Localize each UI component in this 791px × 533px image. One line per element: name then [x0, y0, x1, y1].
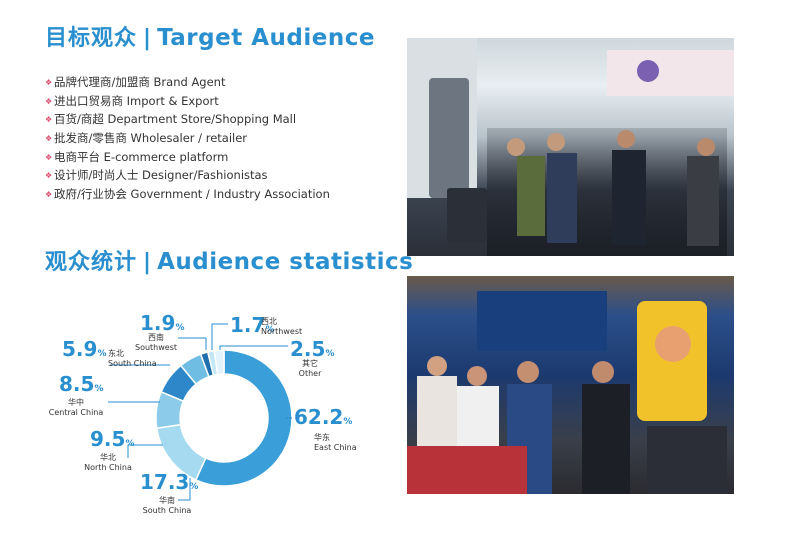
slice-label-en: North China: [84, 463, 132, 472]
heading-separator: |: [143, 26, 152, 51]
bullet-icon: ❖: [45, 152, 53, 162]
slice-value-label: 9.5%: [90, 427, 134, 451]
slice-value-label: 1.9%: [140, 311, 184, 335]
list-item: ❖ 批发商/零售商 Wholesaler / retailer: [45, 129, 330, 148]
slice-label-zh: 华东: [314, 432, 330, 442]
leader-line: [219, 345, 288, 350]
exhibition-photo-crowd: [407, 276, 734, 494]
heading-separator: |: [143, 250, 152, 275]
donut-slice-other: [213, 349, 225, 376]
list-item: ❖ 品牌代理商/加盟商 Brand Agent: [45, 73, 330, 92]
list-item: ❖ 进出口贸易商 Import & Export: [45, 92, 330, 111]
leader-line: [211, 323, 228, 350]
slice-label-zh: 华南: [159, 495, 175, 505]
target-audience-title-en: Target Audience: [157, 25, 375, 51]
slice-label-en: Central China: [49, 408, 104, 417]
slice-value-label: 8.5%: [59, 372, 103, 396]
list-item: ❖ 设计师/时尚人士 Designer/Fashionistas: [45, 166, 330, 185]
leader-line: [178, 478, 191, 501]
slice-value-label: 62.2%: [294, 405, 352, 429]
list-item: ❖ 政府/行业协会 Government / Industry Associati…: [45, 185, 330, 204]
slice-value-label: 1.7%: [230, 313, 274, 337]
bullet-icon: ❖: [45, 78, 53, 87]
target-audience-heading: 目标观众 | Target Audience: [45, 20, 375, 52]
list-item: ❖ 电商平台 E-commerce platform: [45, 148, 330, 167]
slice-label-en: Other: [299, 369, 322, 378]
bullet-icon: ❖: [45, 134, 53, 144]
slice-label-en: South China: [108, 359, 157, 368]
slice-label-zh: 华中: [68, 397, 84, 407]
slice-label-en: Southwest: [135, 343, 177, 352]
slice-value-label: 5.9%: [62, 337, 106, 361]
leader-line: [127, 444, 163, 458]
slice-label-zh: 西南: [148, 332, 164, 342]
leader-line: [178, 337, 207, 350]
bullet-icon: ❖: [45, 96, 53, 106]
slice-label-en: Northwest: [261, 327, 302, 336]
audience-statistics-title-en: Audience statistics: [157, 249, 414, 275]
slice-value-label: 2.5%: [290, 337, 334, 361]
target-audience-title-zh: 目标观众: [45, 26, 138, 51]
slice-label-zh: 其它: [302, 358, 318, 368]
slice-label-zh: 东北: [108, 348, 124, 358]
audience-statistics-title-zh: 观众统计: [45, 250, 138, 275]
slice-label-zh: 华北: [100, 452, 116, 462]
target-audience-list: ❖ 品牌代理商/加盟商 Brand Agent ❖ 进出口贸易商 Import & …: [45, 73, 330, 204]
donut-slice-east-china: [194, 349, 293, 487]
slice-label-en: South China: [143, 506, 192, 515]
list-item: ❖ 百货/商超 Department Store/Shopping Mall: [45, 110, 330, 129]
audience-statistics-heading: 观众统计 | Audience statistics: [45, 244, 413, 276]
exhibition-photo-luggage-booth: [407, 38, 734, 256]
bullet-icon: ❖: [45, 171, 53, 181]
bullet-icon: ❖: [45, 115, 53, 125]
slice-label-zh: 西北: [261, 317, 277, 326]
slice-value-label: 17.3%: [140, 470, 198, 494]
bullet-icon: ❖: [45, 190, 53, 200]
slice-label-en: East China: [314, 443, 357, 452]
